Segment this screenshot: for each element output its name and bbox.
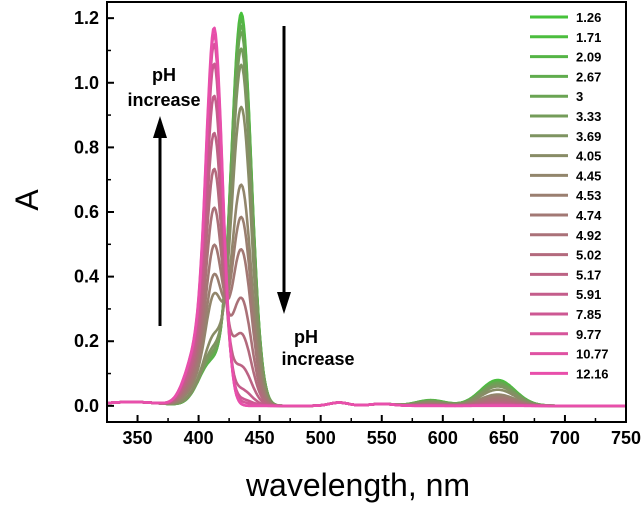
x-tick-label: 400 bbox=[184, 428, 214, 448]
legend-label-3.69: 3.69 bbox=[576, 129, 601, 144]
y-tick-label: 1.2 bbox=[74, 8, 99, 28]
y-tick-label: 0.8 bbox=[74, 137, 99, 157]
x-tick-label: 500 bbox=[306, 428, 336, 448]
annotation-down-ph: pH bbox=[294, 327, 318, 347]
y-tick-label: 0.0 bbox=[74, 396, 99, 416]
legend-label-7.85: 7.85 bbox=[576, 307, 601, 322]
series-line-3 bbox=[106, 31, 627, 408]
y-tick-label: 1.0 bbox=[74, 73, 99, 93]
legend-label-1.71: 1.71 bbox=[576, 30, 601, 45]
axis-ticks: 350 400 450 500 550 600 650 700 750 0.0 0.2 0.4 0.6 0… bbox=[74, 8, 641, 448]
legend-label-3.33: 3.33 bbox=[576, 109, 601, 124]
series-line-1.26 bbox=[106, 11, 627, 408]
arrow-up-head bbox=[153, 116, 167, 138]
x-axis-title: wavelength, nm bbox=[245, 467, 470, 503]
x-tick-label: 650 bbox=[489, 428, 519, 448]
legend-label-2.67: 2.67 bbox=[576, 69, 601, 84]
x-tick-label: 350 bbox=[123, 428, 153, 448]
legend-label-5.91: 5.91 bbox=[576, 287, 601, 302]
legend-label-4.45: 4.45 bbox=[576, 168, 601, 183]
x-tick-label: 550 bbox=[367, 428, 397, 448]
x-tick-label: 700 bbox=[550, 428, 580, 448]
legend-label-10.77: 10.77 bbox=[576, 347, 609, 362]
series-line-4.05 bbox=[106, 105, 627, 408]
legend-label-3: 3 bbox=[576, 89, 583, 104]
legend-label-4.92: 4.92 bbox=[576, 228, 601, 243]
series-line-12.16 bbox=[106, 26, 627, 408]
annotation-up-ph: pH bbox=[152, 65, 176, 85]
legend-label-5.17: 5.17 bbox=[576, 267, 601, 282]
legend-label-5.02: 5.02 bbox=[576, 248, 601, 263]
spectra-curves bbox=[106, 11, 627, 408]
legend-label-1.26: 1.26 bbox=[576, 10, 601, 25]
annotation-up-increase: increase bbox=[127, 90, 200, 110]
plot-frame bbox=[106, 1, 627, 423]
x-tick-label: 600 bbox=[428, 428, 458, 448]
legend-label-12.16: 12.16 bbox=[576, 366, 609, 381]
x-tick-label: 750 bbox=[611, 428, 641, 448]
legend-label-4.05: 4.05 bbox=[576, 149, 601, 164]
y-tick-label: 0.6 bbox=[74, 202, 99, 222]
x-tick-label: 450 bbox=[245, 428, 275, 448]
legend-label-2.09: 2.09 bbox=[576, 50, 601, 65]
legend-label-9.77: 9.77 bbox=[576, 327, 601, 342]
legend: 1.26 1.71 2.09 2.67 3 3.33 3.69 4.05 4.45 4.53 4.7… bbox=[530, 10, 609, 381]
legend-label-4.53: 4.53 bbox=[576, 188, 601, 203]
legend-label-4.74: 4.74 bbox=[576, 208, 602, 223]
y-tick-label: 0.2 bbox=[74, 331, 99, 351]
series-line-1.71 bbox=[106, 14, 627, 408]
y-tick-label: 0.4 bbox=[74, 267, 99, 287]
annotation-down-increase: increase bbox=[281, 349, 354, 369]
series-line-5.91 bbox=[106, 94, 627, 408]
y-axis-title: A bbox=[9, 189, 45, 211]
arrow-down-head bbox=[277, 292, 291, 314]
